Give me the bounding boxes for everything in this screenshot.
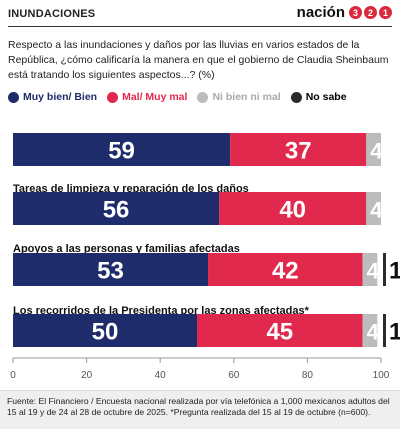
bar-segment-no-sabe xyxy=(383,253,386,286)
x-tick-label: 80 xyxy=(302,370,314,381)
bar-value-label: 56 xyxy=(103,197,130,224)
bar-value-label: 4 xyxy=(367,320,380,345)
bar-segment xyxy=(13,253,209,286)
legend-label: Muy bien/ Bien xyxy=(23,91,98,103)
bar-value-label: 42 xyxy=(272,258,299,285)
survey-question: Respecto a las inundaciones y daños por … xyxy=(8,39,389,81)
legend-label: Ni bien ni mal xyxy=(212,91,281,103)
bar-value-label: 45 xyxy=(266,319,293,346)
brand-name: nación xyxy=(296,4,345,21)
legend-item-muy-bien: Muy bien/ Bien xyxy=(8,91,97,103)
legend-label: No sabe xyxy=(305,91,347,103)
x-tick-label: 0 xyxy=(10,370,16,381)
legend-item-ni-bien-ni-mal: Ni bien ni mal xyxy=(197,91,281,103)
bar-segment xyxy=(197,314,363,347)
bar-value-label: 59 xyxy=(108,138,135,165)
bar-segment xyxy=(362,253,378,286)
x-tick-label: 20 xyxy=(81,370,93,381)
brand-digit-2: 2 xyxy=(364,6,377,19)
legend-swatch xyxy=(290,91,302,103)
bar-value-label: 37 xyxy=(285,138,312,165)
legend-swatch xyxy=(8,91,19,103)
bar-value-label: 4 xyxy=(367,259,380,284)
legend-swatch xyxy=(107,91,119,103)
category-label: Apoyos a las personas y familias afectad… xyxy=(13,243,240,255)
bar-segment xyxy=(13,192,220,225)
bar-segment xyxy=(362,314,378,347)
section-title: INUNDACIONES xyxy=(8,8,96,20)
brand-digit-3: 1 xyxy=(379,6,392,19)
bar-segment xyxy=(13,314,197,347)
x-tick-label: 100 xyxy=(373,370,390,381)
bar-value-label: 4 xyxy=(370,139,383,164)
chart-legend: Muy bien/ Bien Mal/ Muy mal Ni bien ni m… xyxy=(8,91,347,103)
bar-value-label: 4 xyxy=(370,198,383,223)
bar-segment xyxy=(13,133,231,166)
bar-value-label: 1 xyxy=(389,319,400,346)
legend-item-mal: Mal/ Muy mal xyxy=(107,91,187,103)
legend-label: Mal/ Muy mal xyxy=(122,91,188,103)
bar-segment xyxy=(219,192,367,225)
bar-segment xyxy=(366,192,381,225)
source-footnote: Fuente: El Financiero / Encuesta naciona… xyxy=(0,390,400,429)
bar-segment xyxy=(230,133,367,166)
brand-digit-1: 3 xyxy=(349,6,362,19)
stacked-bar-chart: Las tareas de ayuda y rescate59374Tareas… xyxy=(10,133,400,381)
bar-segment xyxy=(366,133,381,166)
legend-item-no-sabe: No sabe xyxy=(290,91,347,103)
x-tick-label: 40 xyxy=(155,370,167,381)
brand-logo: nación 3 2 1 xyxy=(297,4,392,21)
header-divider xyxy=(8,26,392,27)
legend-swatch xyxy=(197,91,209,103)
bar-segment xyxy=(208,253,363,286)
x-tick-label: 60 xyxy=(228,370,240,381)
bar-value-label: 40 xyxy=(279,197,306,224)
bar-segment-no-sabe xyxy=(383,314,386,347)
bar-value-label: 53 xyxy=(97,258,124,285)
bar-value-label: 50 xyxy=(92,319,119,346)
bar-value-label: 1 xyxy=(389,258,400,285)
